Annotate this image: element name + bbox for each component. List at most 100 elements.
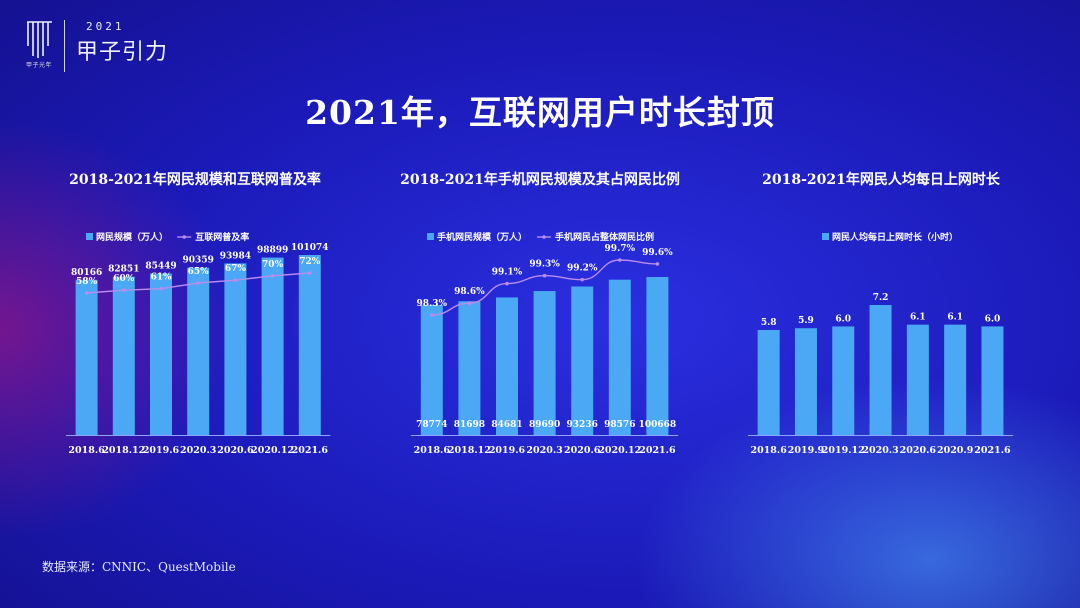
chart-internet-users: 2018-2021年网民规模和互联网普及率 网民规模（万人） 互联网普及率 8016… bbox=[30, 165, 360, 465]
chart-svg: 网民人均每日上网时长（小时） 5.8 5.9 6.0 7.2 6.1 6.1 6.0 2018.… bbox=[748, 231, 1014, 456]
line-point bbox=[655, 262, 660, 266]
x-tick-label: 2021.6 bbox=[974, 445, 1011, 456]
legend-bar-swatch bbox=[822, 233, 829, 240]
bar-data-label: 6.0 bbox=[835, 314, 851, 324]
line-data-label: 72% bbox=[299, 257, 321, 267]
bar-data-label: 6.1 bbox=[910, 313, 926, 323]
legend-label: 互联网普及率 bbox=[195, 231, 249, 243]
x-tick-label: 2020.12 bbox=[251, 445, 294, 456]
line-data-label: 98.6% bbox=[454, 287, 485, 297]
line-data-label: 99.6% bbox=[642, 248, 673, 258]
bar-data-label: 80166 bbox=[71, 268, 102, 278]
line-data-label: 99.2% bbox=[567, 264, 598, 274]
legend-line-marker bbox=[182, 235, 186, 239]
bar-data-label: 6.0 bbox=[985, 314, 1001, 324]
x-tick-label: 2020.6 bbox=[900, 445, 937, 456]
x-tick-label: 2020.3 bbox=[180, 445, 216, 456]
chart-svg: 手机网民规模（万人） 手机网民占整体网民比例 78774 81698 84681 8969… bbox=[411, 231, 679, 456]
x-tick-label: 2018.6 bbox=[68, 445, 105, 456]
line-data-label: 70% bbox=[262, 260, 284, 270]
legend-bar-swatch bbox=[427, 233, 434, 240]
bar bbox=[608, 279, 631, 435]
bar-data-label: 7.2 bbox=[873, 293, 889, 303]
x-tick-label: 2020.6 bbox=[217, 445, 254, 456]
page-title: 2021年，互联网用户时长封顶 bbox=[305, 93, 775, 132]
x-tick-label: 2020.3 bbox=[862, 445, 898, 456]
bar-data-label: 82851 bbox=[108, 265, 139, 275]
line-point bbox=[542, 273, 547, 278]
x-tick-label: 2019.9 bbox=[788, 445, 825, 456]
x-tick-label: 2019.6 bbox=[143, 445, 180, 456]
x-tick-label: 2021.6 bbox=[639, 445, 676, 456]
bar bbox=[869, 305, 892, 435]
bar bbox=[832, 326, 855, 435]
line-data-label: 65% bbox=[188, 267, 210, 277]
bar bbox=[571, 286, 594, 435]
bar bbox=[458, 301, 481, 435]
line-point bbox=[505, 281, 509, 286]
line-data-label: 98.3% bbox=[417, 299, 448, 309]
logo-year: 2021 bbox=[86, 20, 125, 33]
bar-data-label: 98899 bbox=[257, 246, 288, 256]
line-point bbox=[159, 286, 163, 291]
line-point bbox=[430, 313, 434, 317]
chart-mobile-users: 2018-2021年手机网民规模及其占网民比例 手机网民规模（万人） 手机网民占整… bbox=[375, 165, 705, 465]
bar bbox=[944, 324, 967, 435]
line-data-label: 60% bbox=[113, 274, 135, 284]
x-tick-label: 2021.6 bbox=[292, 445, 329, 456]
bar bbox=[75, 279, 98, 435]
bar bbox=[496, 297, 518, 435]
line-point bbox=[467, 301, 472, 306]
logo: 甲子光年 2021 甲子引力 bbox=[26, 20, 176, 74]
x-tick-label: 2020.12 bbox=[598, 445, 641, 456]
legend-label: 网民人均每日上网时长（小时） bbox=[832, 231, 958, 243]
logo-mark-icon bbox=[27, 21, 52, 58]
bar bbox=[906, 324, 929, 435]
bar-data-label: 90359 bbox=[183, 256, 214, 266]
line-data-label: 58% bbox=[76, 277, 98, 287]
line-point bbox=[196, 281, 200, 285]
line-data-label: 99.7% bbox=[605, 244, 636, 254]
data-source-note: 数据来源：CNNIC、QuestMobile bbox=[42, 560, 236, 574]
chart-title: 2018-2021年手机网民规模及其占网民比例 bbox=[400, 172, 680, 188]
logo-brand: 甲子引力 bbox=[76, 40, 169, 65]
line-point bbox=[270, 274, 275, 278]
legend-bar-swatch bbox=[86, 233, 93, 240]
bar bbox=[187, 267, 210, 435]
line-point bbox=[122, 288, 126, 292]
x-tick-label: 2020.9 bbox=[937, 445, 974, 456]
bar bbox=[533, 291, 556, 435]
legend-label: 手机网民占整体网民比例 bbox=[555, 231, 654, 243]
x-tick-label: 2020.3 bbox=[526, 445, 562, 456]
chart-title: 2018-2021年网民规模和互联网普及率 bbox=[69, 172, 321, 188]
line-data-label: 61% bbox=[150, 273, 172, 283]
bar-data-label: 5.9 bbox=[798, 316, 814, 326]
line-data-label: 67% bbox=[225, 264, 247, 274]
bar bbox=[981, 326, 1004, 435]
line-point bbox=[618, 258, 622, 262]
chart-svg: 网民规模（万人） 互联网普及率 80166 82851 85449 90359 93984 9… bbox=[66, 231, 331, 456]
bar-data-label: 6.1 bbox=[947, 313, 963, 323]
x-tick-label: 2018.6 bbox=[414, 445, 451, 456]
bar-data-label: 93236 bbox=[567, 420, 598, 430]
bar bbox=[112, 276, 135, 435]
bar-data-label: 101074 bbox=[291, 243, 329, 253]
logo-org-text: 甲子光年 bbox=[26, 62, 53, 69]
x-tick-label: 2020.6 bbox=[564, 445, 601, 456]
bar bbox=[757, 330, 780, 435]
x-tick-label: 2019.6 bbox=[489, 445, 526, 456]
line-point bbox=[308, 271, 312, 275]
line-data-label: 99.3% bbox=[529, 260, 560, 270]
bar-data-label: 98576 bbox=[604, 420, 635, 430]
bar-data-label: 78774 bbox=[416, 420, 447, 430]
bar-data-label: 5.8 bbox=[761, 318, 777, 328]
line-point bbox=[84, 291, 89, 295]
bar bbox=[298, 255, 321, 435]
line-point bbox=[233, 278, 238, 282]
line-point bbox=[580, 277, 584, 282]
bar-data-label: 89690 bbox=[529, 420, 560, 430]
bar bbox=[794, 328, 817, 435]
x-tick-label: 2018.12 bbox=[102, 445, 145, 456]
x-tick-label: 2018.6 bbox=[750, 445, 787, 456]
legend-label: 网民规模（万人） bbox=[96, 231, 168, 243]
